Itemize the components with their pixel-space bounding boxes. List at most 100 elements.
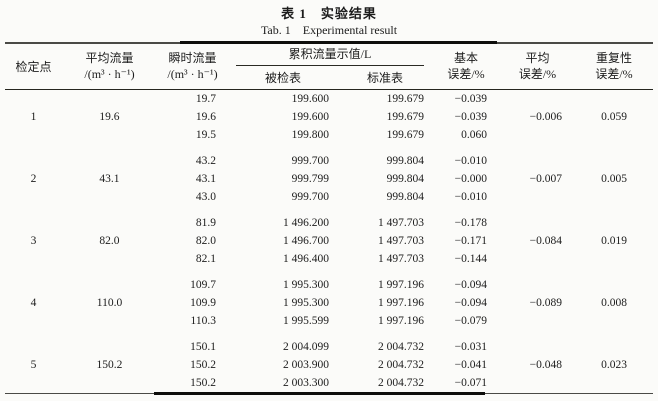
- table-title-en: Tab. 1 Experimental result: [260, 23, 398, 37]
- inst-flow-cell: 110.3: [190, 314, 216, 327]
- basic-error-unit: 误差/%: [447, 67, 485, 82]
- repeat-error-cell: 0.005: [601, 172, 627, 185]
- table-row: 109.9 1 995.300 1 997.196 −0.094: [5, 294, 653, 312]
- col-header-point: 检定点: [4, 44, 62, 90]
- standard-meter-cell: 1 497.703: [378, 234, 424, 247]
- inst-flow-cell: 82.1: [195, 252, 216, 265]
- table-row: 19.6 199.600 199.679 −0.039: [5, 108, 653, 126]
- basic-error-cell: −0.094: [454, 278, 487, 291]
- basic-error-cell: −0.010: [454, 154, 487, 167]
- table-row: 3 82.0 81.9 1 496.200 1 497.703 −0.178 −…: [5, 206, 653, 247]
- tested-meter-cell: 999.799: [291, 172, 329, 185]
- standard-meter-cell: 2 004.732: [378, 340, 424, 353]
- col-header-standard-meter: 标准表: [337, 67, 432, 90]
- point-cell: 3: [30, 234, 37, 247]
- point-cell: 1: [30, 110, 37, 123]
- basic-error-cell: −0.000: [454, 172, 487, 185]
- tested-meter-cell: 1 496.700: [282, 234, 329, 247]
- standard-meter-cell: 2 004.732: [378, 376, 424, 389]
- point-cell: 2: [30, 172, 37, 185]
- inst-flow-cell: 19.5: [195, 128, 216, 141]
- inst-flow-cell: 109.9: [190, 296, 216, 309]
- standard-meter-cell: 2 004.732: [378, 358, 424, 371]
- avg-flow-cell: 82.0: [99, 234, 120, 247]
- inst-flow-cell: 82.0: [195, 234, 216, 247]
- standard-meter-cell: 199.679: [386, 92, 424, 105]
- standard-meter-cell: 1 997.196: [378, 278, 424, 291]
- standard-meter-cell: 1 497.703: [378, 252, 424, 265]
- tested-meter-cell: 199.600: [291, 92, 329, 105]
- mean-error-cell: −0.048: [529, 358, 562, 371]
- basic-error-cell: −0.071: [454, 376, 487, 389]
- inst-flow-cell: 81.9: [195, 216, 216, 229]
- tested-meter-cell: 2 004.099: [282, 340, 329, 353]
- basic-error-cell: −0.039: [454, 92, 487, 105]
- tested-meter-cell: 1 995.300: [282, 296, 329, 309]
- avg-flow-cell: 43.1: [99, 172, 120, 185]
- basic-error-cell: −0.144: [454, 252, 487, 265]
- col-header-repeat-error: 重复性 误差/%: [575, 44, 653, 90]
- table-row: 43.1 999.799 999.804 −0.000: [5, 170, 653, 188]
- table-row: 2 43.1 43.2 999.700 999.804 −0.010 −0.00…: [5, 144, 653, 185]
- table-row: 150.2 2 003.900 2 004.732 −0.041: [5, 356, 653, 374]
- avg-flow-cell: 150.2: [96, 358, 123, 371]
- col-header-inst-flow: 瞬时流量 /(m³ · h⁻¹): [156, 44, 228, 90]
- table-row: 19.5 199.800 199.679 0.060: [5, 126, 653, 144]
- inst-flow-cell: 19.7: [195, 92, 216, 105]
- tested-meter-cell: 199.800: [291, 128, 329, 141]
- inst-flow-cell: 19.6: [195, 110, 216, 123]
- table-top-rule: [5, 41, 653, 44]
- basic-error-cell: −0.039: [454, 110, 487, 123]
- mean-error-unit: 误差/%: [518, 67, 557, 82]
- table-row: 150.2 2 003.300 2 004.732 −0.071: [5, 374, 653, 392]
- avg-flow-label: 平均流量: [85, 51, 134, 66]
- inst-flow-label: 瞬时流量: [168, 51, 217, 66]
- inst-flow-cell: 150.2: [190, 358, 216, 371]
- point-cell: 4: [30, 296, 37, 309]
- tested-meter-cell: 999.700: [291, 190, 329, 203]
- col-header-cumulative-spanner: 累积流量示值/L: [228, 44, 432, 67]
- col-header-avg-flow: 平均流量 /(m³ · h⁻¹): [61, 44, 157, 90]
- tested-meter-cell: 1 496.200: [282, 216, 329, 229]
- repeat-error-unit: 误差/%: [595, 67, 633, 82]
- repeat-error-label: 重复性: [595, 51, 632, 66]
- tested-meter-cell: 1 995.300: [282, 278, 329, 291]
- tested-meter-cell: 1 496.400: [282, 252, 329, 265]
- avg-flow-unit: /(m³ · h⁻¹): [84, 67, 135, 82]
- inst-flow-cell: 43.1: [195, 172, 216, 185]
- basic-error-cell: −0.079: [454, 314, 487, 327]
- table-row: 1 19.6 19.7 199.600 199.679 −0.039 −0.00…: [5, 89, 653, 123]
- inst-flow-cell: 43.0: [195, 190, 216, 203]
- standard-meter-cell: 999.804: [386, 172, 424, 185]
- table-title-zh: 表 1 实验结果: [281, 6, 377, 21]
- cumulative-spanner-label: 累积流量示值/L: [235, 44, 424, 66]
- standard-meter-cell: 1 497.703: [378, 216, 424, 229]
- standard-meter-cell: 199.679: [386, 110, 424, 123]
- table-row: 43.0 999.700 999.804 −0.010: [5, 188, 653, 206]
- repeat-error-cell: 0.008: [601, 296, 627, 309]
- basic-error-cell: −0.094: [454, 296, 487, 309]
- repeat-error-cell: 0.023: [601, 358, 627, 371]
- basic-error-label: 基本: [453, 51, 478, 66]
- standard-meter-cell: 199.679: [386, 128, 424, 141]
- tested-meter-cell: 2 003.900: [282, 358, 329, 371]
- mean-error-cell: −0.089: [529, 296, 562, 309]
- basic-error-cell: −0.010: [454, 190, 487, 203]
- mean-error-cell: −0.084: [529, 234, 562, 247]
- avg-flow-cell: 19.6: [99, 110, 120, 123]
- tested-meter-cell: 999.700: [291, 154, 329, 167]
- table-row: 82.0 1 496.700 1 497.703 −0.171: [5, 232, 653, 250]
- table-row: 82.1 1 496.400 1 497.703 −0.144: [5, 250, 653, 268]
- avg-flow-cell: 110.0: [96, 296, 123, 309]
- col-header-mean-error: 平均 误差/%: [500, 44, 575, 90]
- col-header-basic-error: 基本 误差/%: [432, 44, 500, 90]
- mean-error-label: 平均: [525, 51, 550, 66]
- basic-error-cell: −0.041: [454, 358, 487, 371]
- repeat-error-cell: 0.019: [601, 234, 627, 247]
- table-bottom-rule: [5, 391, 653, 395]
- table-row: 4 110.0 109.7 1 995.300 1 997.196 −0.094…: [5, 268, 653, 309]
- mean-error-cell: −0.006: [529, 110, 562, 123]
- point-cell: 5: [30, 358, 37, 371]
- col-header-tested-meter: 被检表: [227, 67, 338, 90]
